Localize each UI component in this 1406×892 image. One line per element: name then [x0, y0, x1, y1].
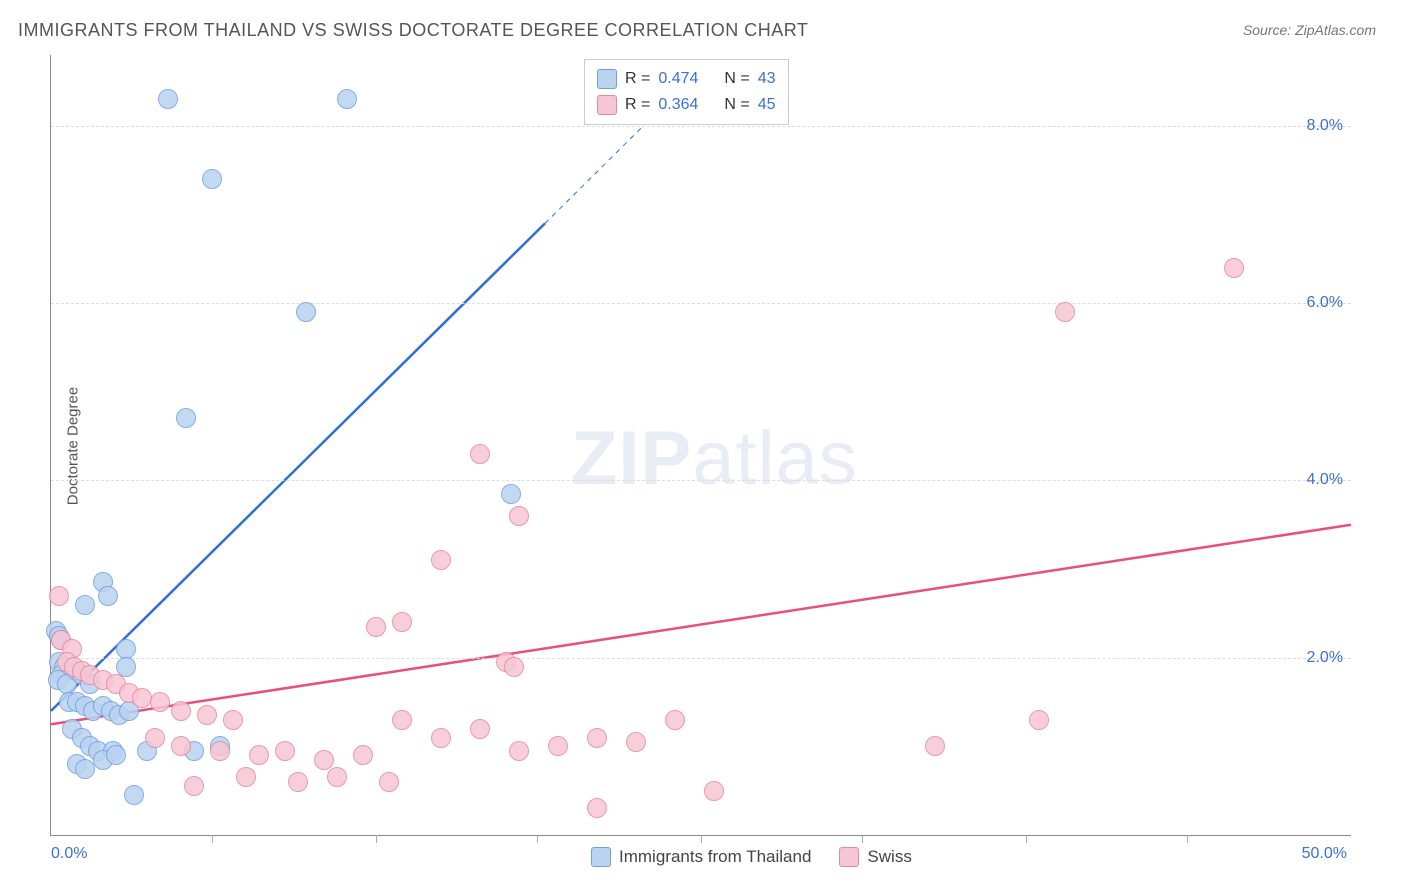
swiss-point: [626, 732, 646, 752]
legend-label: Swiss: [867, 847, 911, 867]
x-minor-tick: [862, 835, 863, 843]
watermark-atlas: atlas: [692, 416, 858, 501]
thailand-trend-line: [51, 223, 545, 711]
x-minor-tick: [1187, 835, 1188, 843]
swiss-point: [509, 741, 529, 761]
swiss-point: [587, 798, 607, 818]
thailand-point: [98, 586, 118, 606]
n-value: 45: [758, 92, 776, 118]
scatter-plot-area: ZIPatlas R =0.474N =43R =0.364N =45 Immi…: [50, 55, 1351, 836]
thailand-point: [296, 302, 316, 322]
swiss-point: [665, 710, 685, 730]
swiss-point: [925, 736, 945, 756]
swiss-point: [184, 776, 204, 796]
swiss-point: [548, 736, 568, 756]
gridline: [51, 658, 1351, 659]
thailand-point: [124, 785, 144, 805]
y-tick-label: 4.0%: [1307, 471, 1343, 489]
swiss-point: [431, 728, 451, 748]
swiss-point: [197, 705, 217, 725]
swiss-point: [236, 767, 256, 787]
swiss-point: [327, 767, 347, 787]
swiss-swatch-icon: [839, 847, 859, 867]
gridline: [51, 480, 1351, 481]
r-value: 0.474: [658, 66, 698, 92]
y-tick-label: 8.0%: [1307, 117, 1343, 135]
swiss-point: [431, 550, 451, 570]
legend-label: Immigrants from Thailand: [619, 847, 811, 867]
swiss-point: [171, 736, 191, 756]
x-minor-tick: [376, 835, 377, 843]
trend-lines-layer: [51, 55, 1351, 835]
x-tick-label: 0.0%: [51, 845, 87, 863]
gridline: [51, 303, 1351, 304]
thailand-swatch-icon: [597, 69, 617, 89]
swiss-point: [366, 617, 386, 637]
swiss-point: [288, 772, 308, 792]
n-value: 43: [758, 66, 776, 92]
x-minor-tick: [537, 835, 538, 843]
swiss-point: [587, 728, 607, 748]
n-label: N =: [724, 66, 749, 92]
gridline: [51, 126, 1351, 127]
swiss-swatch-icon: [597, 95, 617, 115]
source-attribution: Source: ZipAtlas.com: [1243, 22, 1376, 38]
swiss-point: [49, 586, 69, 606]
swiss-point: [704, 781, 724, 801]
swiss-point: [132, 688, 152, 708]
series-legend: Immigrants from Thailand Swiss: [591, 847, 912, 867]
swiss-point: [1224, 258, 1244, 278]
x-minor-tick: [212, 835, 213, 843]
thailand-point: [116, 657, 136, 677]
thailand-point: [202, 169, 222, 189]
swiss-point: [1029, 710, 1049, 730]
n-label: N =: [724, 92, 749, 118]
legend-row-swiss: R = 0.364 N = 45: [597, 92, 776, 118]
swiss-point: [504, 657, 524, 677]
swiss-point: [392, 612, 412, 632]
thailand-point: [337, 89, 357, 109]
thailand-point: [158, 89, 178, 109]
swiss-point: [509, 506, 529, 526]
swiss-point: [210, 741, 230, 761]
correlation-legend: R = 0.474 N = 43 R = 0.364 N = 45: [584, 59, 789, 125]
swiss-point: [150, 692, 170, 712]
chart-title: IMMIGRANTS FROM THAILAND VS SWISS DOCTOR…: [18, 20, 808, 41]
swiss-point: [145, 728, 165, 748]
swiss-point: [1055, 302, 1075, 322]
legend-item-thailand: Immigrants from Thailand: [591, 847, 811, 867]
swiss-point: [353, 745, 373, 765]
swiss-trend-line: [51, 525, 1351, 724]
swiss-point: [379, 772, 399, 792]
swiss-point: [223, 710, 243, 730]
watermark: ZIPatlas: [571, 415, 858, 502]
thailand-point: [106, 745, 126, 765]
legend-row-thailand: R = 0.474 N = 43: [597, 66, 776, 92]
swiss-point: [314, 750, 334, 770]
r-value: 0.364: [658, 92, 698, 118]
swiss-point: [249, 745, 269, 765]
y-tick-label: 2.0%: [1307, 649, 1343, 667]
x-tick-label: 50.0%: [1302, 845, 1347, 863]
x-minor-tick: [1026, 835, 1027, 843]
r-label: R =: [625, 66, 650, 92]
thailand-point: [75, 759, 95, 779]
swiss-point: [470, 719, 490, 739]
y-tick-label: 6.0%: [1307, 294, 1343, 312]
swiss-point: [392, 710, 412, 730]
r-label: R =: [625, 92, 650, 118]
watermark-zip: ZIP: [571, 416, 692, 501]
thailand-point: [501, 484, 521, 504]
thailand-point: [75, 595, 95, 615]
legend-item-swiss: Swiss: [839, 847, 911, 867]
swiss-point: [171, 701, 191, 721]
thailand-swatch-icon: [591, 847, 611, 867]
thailand-point: [176, 408, 196, 428]
x-minor-tick: [701, 835, 702, 843]
swiss-point: [275, 741, 295, 761]
swiss-point: [470, 444, 490, 464]
